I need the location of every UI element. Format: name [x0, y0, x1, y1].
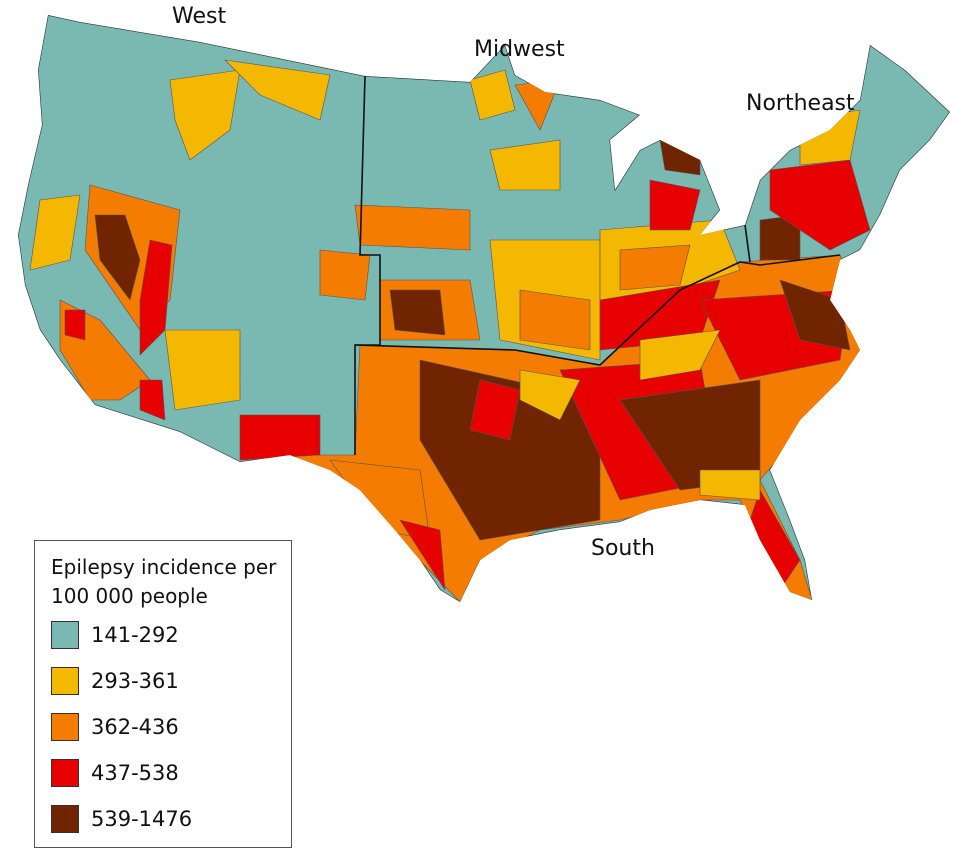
legend-label: 362-436: [91, 715, 179, 739]
legend-swatch: [51, 621, 79, 649]
region-boundary-south: [354, 254, 841, 366]
county-patch: [769, 159, 871, 251]
county-patch: [29, 194, 81, 271]
region-label-midwest: Midwest: [474, 37, 565, 62]
county-patch: [94, 214, 141, 301]
legend: Epilepsy incidence per 100 000 people 14…: [34, 540, 292, 848]
region-boundary-west: [354, 75, 381, 455]
legend-item: 539-1476: [51, 804, 192, 834]
legend-label: 437-538: [91, 761, 179, 785]
legend-title: Epilepsy incidence per 100 000 people: [51, 555, 277, 608]
county-patch: [164, 329, 241, 411]
county-patch: [139, 239, 173, 356]
legend-label: 141-292: [91, 623, 179, 647]
county-patch: [619, 244, 691, 291]
county-patch: [389, 289, 446, 336]
legend-swatch: [51, 759, 79, 787]
county-patch: [64, 309, 86, 341]
county-patch: [489, 139, 561, 191]
legend-item: 293-361: [51, 666, 179, 696]
region-label-west: West: [172, 4, 227, 29]
county-patch: [139, 379, 166, 421]
county-patch: [354, 204, 471, 251]
county-patch: [469, 379, 521, 441]
legend-item: 437-538: [51, 758, 179, 788]
legend-item: 362-436: [51, 712, 179, 742]
county-patch: [659, 139, 701, 176]
legend-label: 539-1476: [91, 807, 193, 831]
county-patch: [639, 329, 721, 381]
region-boundary-northeast: [744, 224, 751, 263]
legend-swatch: [51, 713, 79, 741]
region-label-northeast: Northeast: [746, 91, 855, 116]
county-patch: [519, 289, 591, 351]
county-patch: [224, 59, 331, 121]
region-label-south: South: [591, 536, 655, 561]
county-patch: [469, 69, 516, 121]
legend-item: 141-292: [51, 620, 179, 650]
county-patch: [649, 179, 701, 231]
county-patch: [239, 414, 321, 461]
county-patch: [699, 469, 761, 501]
county-patch: [399, 519, 446, 591]
county-patch: [319, 249, 371, 301]
county-patch: [169, 69, 241, 161]
legend-swatch: [51, 805, 79, 833]
legend-label: 293-361: [91, 669, 179, 693]
legend-swatch: [51, 667, 79, 695]
